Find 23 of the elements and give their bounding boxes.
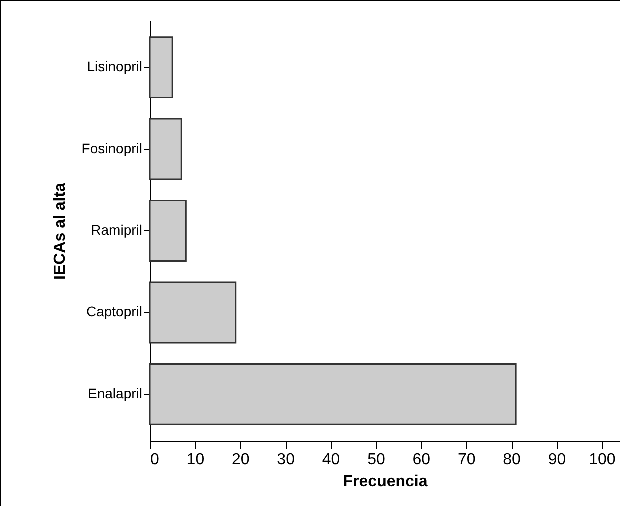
y-axis-title: IECAs al alta: [52, 182, 69, 280]
bar: [149, 363, 517, 426]
x-tick-label: 50: [368, 452, 386, 468]
bar: [149, 118, 182, 180]
y-tick-label: Ramipril: [91, 222, 142, 238]
bar: [149, 282, 237, 344]
x-tick-label: 30: [277, 452, 296, 468]
y-tick-label: Lisinopril: [87, 58, 142, 75]
x-tick-label: 20: [232, 452, 250, 468]
bar: [149, 36, 174, 99]
x-tick-label: 60: [412, 452, 431, 468]
y-tick-label: Fosinopril: [82, 140, 142, 156]
x-tick-label: 0: [150, 452, 160, 468]
x-tick-label: 70: [458, 452, 476, 468]
x-tick-label: 100: [589, 452, 616, 468]
x-tick-label: 10: [186, 452, 205, 468]
x-tick-label: 40: [322, 452, 340, 468]
x-tick-label: 80: [503, 452, 522, 468]
bar: [149, 200, 187, 262]
y-tick-label: Enalapril: [88, 385, 142, 402]
x-axis-title: Frecuencia: [343, 474, 428, 490]
x-tick-label: 90: [548, 452, 566, 468]
y-tick-label: Captopril: [86, 304, 142, 320]
